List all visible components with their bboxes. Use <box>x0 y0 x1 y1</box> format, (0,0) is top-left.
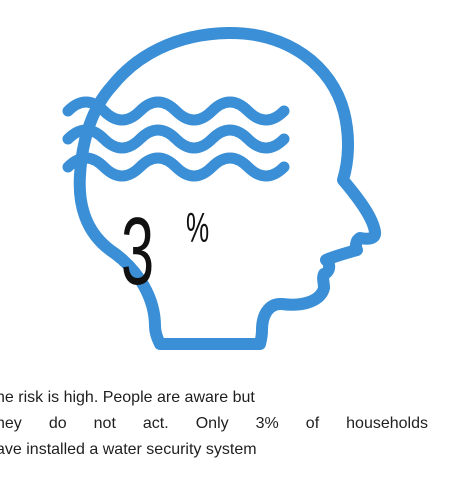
wave-3 <box>62 152 290 182</box>
caption-text: he risk is high. People are aware but he… <box>0 385 428 463</box>
water-waves-icon <box>62 96 290 182</box>
head-outline <box>73 26 382 350</box>
wave-2 <box>62 124 290 154</box>
caption-line-1: he risk is high. People are aware but <box>0 389 255 406</box>
caption-line-3: ave installed a water security system <box>0 441 257 458</box>
wave-1 <box>62 96 290 126</box>
caption-line-2: hey do not act. Only 3% of households <box>0 415 428 432</box>
head-water-icon <box>62 26 382 350</box>
